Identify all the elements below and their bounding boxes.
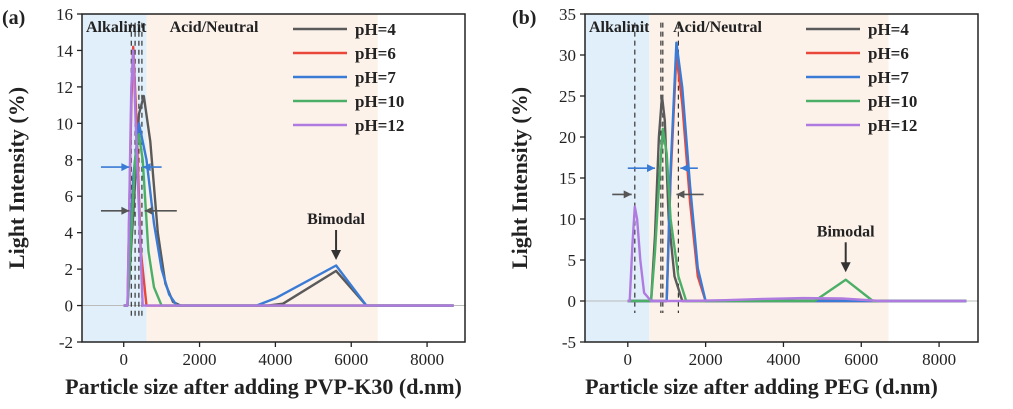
x-tick-label: 8000 [922,350,956,369]
x-tick-label: 0 [119,350,128,369]
y-tick-label: 16 [56,5,73,24]
series-line-ph-10 [123,133,454,307]
x-tick-label: 0 [624,350,633,369]
legend-label: pH=4 [868,20,909,39]
legend-label: pH=12 [868,116,917,135]
y-axis-label: Light Intensity (%) [507,87,532,269]
legend-label: pH=12 [355,116,404,135]
legend-label: pH=7 [868,68,909,87]
legend-label: pH=6 [868,44,909,63]
legend-label: pH=7 [355,68,396,87]
x-tick-label: 2000 [689,350,723,369]
y-tick-label: 10 [56,114,73,133]
region-label: Acid/Neutral [170,19,259,36]
range-arrow-head [121,206,130,215]
x-tick-label: 8000 [410,350,444,369]
region-alkalinity [585,14,650,342]
x-tick-label: 6000 [334,350,368,369]
region-acid-neutral [146,14,378,342]
series-group [627,41,967,303]
range-arrow-head [676,190,685,199]
y-tick-label: 10 [559,210,576,229]
region-label: Alkalinity [86,19,154,36]
y-tick-label: 30 [559,46,576,65]
annotation-arrow-head [331,250,342,260]
plot-frame [81,13,466,343]
panel-label: (b) [512,7,536,29]
series-line-ph-10 [627,127,967,303]
y-tick-label: 4 [65,224,74,243]
y-tick-label: 35 [559,5,576,24]
series-group [123,45,454,307]
x-axis-label: Particle size after adding PVP-K30 (d.nm… [65,374,462,399]
series-line-ph-12 [627,205,967,303]
y-tick-label: 25 [559,87,576,106]
x-tick-label: 2000 [183,350,217,369]
y-tick-label: 2 [65,260,74,279]
y-tick-label: 0 [568,292,577,311]
range-arrow-head [680,164,689,173]
x-axis-label: Particle size after adding PEG (d.nm) [585,374,938,399]
annotation-arrow-head [840,262,851,273]
panel-a: Alkalinity Acid/Neutral Bimodal -2 0 2 4 6 8 10 12… [2,5,466,399]
region-label: Alkalinity [589,19,657,36]
x-tick-label: 4000 [258,350,292,369]
y-axis-label: Light Intensity (%) [4,87,29,269]
region-acid-neutral [649,14,889,342]
y-tick-label: 8 [65,151,74,170]
legend-label: pH=10 [355,92,404,111]
range-arrow-head [647,164,656,173]
range-arrow-head [142,163,151,172]
legend-label: pH=10 [868,92,917,111]
y-tick-label: -2 [59,333,73,352]
region-label: Acid/Neutral [673,19,762,36]
annotation-bimodal: Bimodal [307,211,365,228]
y-tick-label: 20 [559,128,576,147]
y-tick-label: 14 [56,41,74,60]
panel-b: Alkalinity Acid/Neutral Bimodal -5 0 5 10 15 20 2… [507,5,979,399]
y-tick-label: 12 [56,78,73,97]
series-line-ph-7 [627,41,967,303]
range-arrow-head [144,206,153,215]
legend-label: pH=4 [355,20,396,39]
y-tick-label: -5 [562,333,576,352]
x-tick-label: 6000 [844,350,878,369]
y-tick-label: 15 [559,169,576,188]
y-tick-label: 5 [568,251,577,270]
y-tick-label: 0 [65,297,74,316]
panel-label: (a) [2,7,25,29]
range-arrow-head [121,163,130,172]
x-tick-label: 4000 [766,350,800,369]
legend-label: pH=6 [355,44,396,63]
series-line-ph-12 [123,49,454,307]
annotation-bimodal: Bimodal [817,223,875,240]
range-arrow-head [623,190,632,199]
y-tick-label: 6 [65,187,74,206]
